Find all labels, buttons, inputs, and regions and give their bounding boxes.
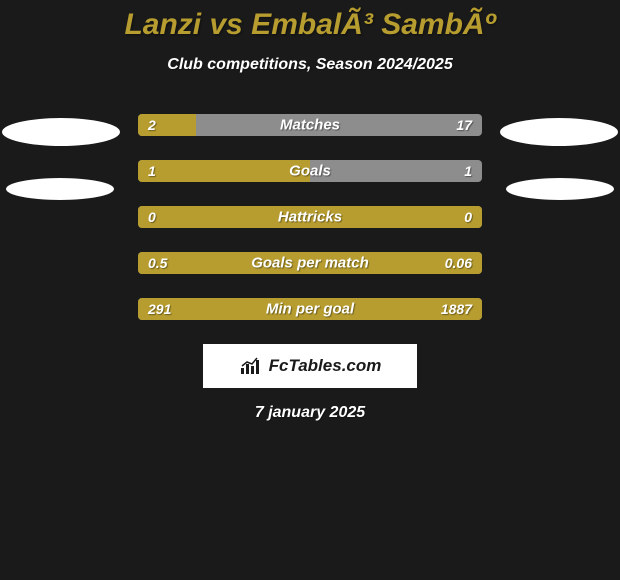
date-label: 7 january 2025 bbox=[0, 404, 620, 422]
bar-left bbox=[138, 160, 310, 182]
stats-rows: 2 Matches 17 1 Goals 1 0 Hattricks 0 0.5… bbox=[0, 114, 620, 422]
bar-left bbox=[138, 298, 482, 320]
stat-row: 1 Goals 1 bbox=[138, 160, 482, 182]
stat-row: 0.5 Goals per match 0.06 bbox=[138, 252, 482, 274]
fctables-label: FcTables.com bbox=[269, 356, 382, 376]
bar-chart-icon bbox=[239, 356, 265, 376]
stat-row: 0 Hattricks 0 bbox=[138, 206, 482, 228]
stat-row: 291 Min per goal 1887 bbox=[138, 298, 482, 320]
page-title: Lanzi vs EmbalÃ³ SambÃº bbox=[0, 0, 620, 42]
comparison-infographic: Lanzi vs EmbalÃ³ SambÃº Club competition… bbox=[0, 0, 620, 580]
bar-left bbox=[138, 252, 482, 274]
stat-row: 2 Matches 17 bbox=[138, 114, 482, 136]
subtitle: Club competitions, Season 2024/2025 bbox=[0, 56, 620, 74]
fctables-badge: FcTables.com bbox=[203, 344, 417, 388]
bar-left bbox=[138, 206, 482, 228]
bar-left bbox=[138, 114, 196, 136]
